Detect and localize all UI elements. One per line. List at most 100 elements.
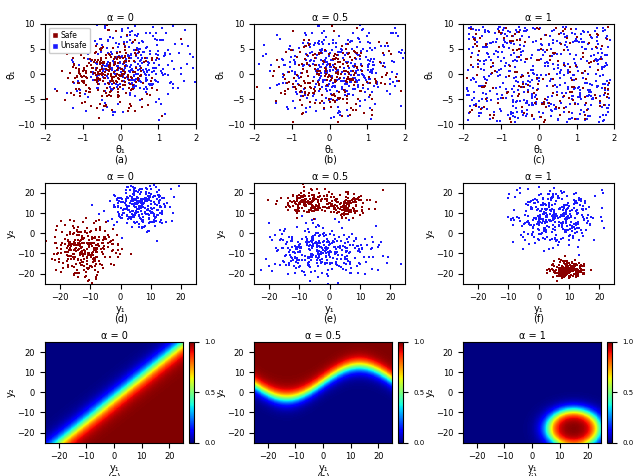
Point bbox=[95, 67, 105, 74]
Point bbox=[313, 273, 323, 281]
Point bbox=[324, 251, 334, 259]
Point bbox=[64, 247, 74, 254]
Point bbox=[480, 82, 490, 90]
Point bbox=[131, 207, 141, 215]
Point bbox=[104, 61, 115, 69]
Point bbox=[131, 200, 141, 208]
Point bbox=[522, 198, 532, 205]
Point bbox=[531, 215, 541, 222]
Point bbox=[321, 254, 331, 261]
Point bbox=[559, 79, 570, 86]
Point bbox=[542, 218, 552, 226]
Point bbox=[349, 71, 359, 79]
Point bbox=[124, 31, 134, 39]
Point bbox=[482, 43, 492, 51]
Point bbox=[281, 251, 291, 259]
Point bbox=[350, 69, 360, 76]
Point bbox=[163, 90, 173, 98]
Point bbox=[304, 200, 314, 208]
Point bbox=[477, 95, 487, 103]
Point bbox=[376, 79, 386, 87]
Point bbox=[120, 68, 130, 75]
Point bbox=[333, 109, 344, 117]
Point bbox=[291, 77, 301, 85]
Point bbox=[140, 70, 150, 78]
Point bbox=[356, 196, 366, 203]
X-axis label: y₁: y₁ bbox=[324, 304, 335, 314]
Point bbox=[77, 235, 87, 243]
Point bbox=[310, 268, 321, 275]
Point bbox=[574, 251, 584, 258]
Point bbox=[125, 31, 135, 39]
Point bbox=[498, 42, 508, 50]
Point bbox=[314, 222, 324, 230]
Point bbox=[597, 56, 607, 63]
Point bbox=[129, 210, 140, 218]
Point bbox=[310, 97, 321, 104]
Point bbox=[272, 198, 282, 205]
Point bbox=[136, 60, 147, 67]
Point bbox=[351, 236, 362, 243]
Point bbox=[140, 196, 150, 203]
Point bbox=[486, 39, 496, 47]
Point bbox=[123, 75, 133, 82]
Point bbox=[541, 209, 551, 217]
Point bbox=[97, 248, 107, 256]
Point bbox=[101, 235, 111, 243]
Point bbox=[68, 104, 78, 112]
Point bbox=[79, 246, 89, 254]
Point bbox=[365, 67, 376, 74]
Point bbox=[327, 200, 337, 208]
Point bbox=[99, 77, 109, 84]
Point bbox=[496, 66, 506, 73]
Point bbox=[331, 43, 341, 51]
Point bbox=[116, 72, 127, 80]
Point bbox=[116, 78, 127, 85]
Point bbox=[144, 219, 154, 227]
Point bbox=[104, 60, 115, 68]
Point bbox=[340, 247, 351, 255]
Point bbox=[139, 49, 149, 56]
Point bbox=[349, 195, 359, 202]
Point bbox=[81, 107, 92, 115]
Point bbox=[126, 73, 136, 81]
Point bbox=[92, 248, 102, 256]
Point bbox=[118, 73, 129, 80]
Point bbox=[99, 65, 109, 73]
Point bbox=[306, 268, 316, 276]
Point bbox=[335, 211, 346, 218]
Point bbox=[528, 223, 538, 230]
Point bbox=[356, 47, 366, 55]
Point bbox=[495, 117, 506, 124]
Point bbox=[299, 201, 309, 208]
Point bbox=[568, 266, 579, 273]
Point bbox=[94, 258, 104, 265]
Point bbox=[159, 52, 169, 60]
Point bbox=[65, 228, 76, 236]
Point bbox=[333, 68, 344, 76]
Point bbox=[312, 240, 322, 248]
Point bbox=[548, 273, 559, 281]
Point bbox=[290, 58, 300, 66]
Point bbox=[77, 233, 88, 240]
Point bbox=[351, 76, 361, 84]
Point bbox=[550, 200, 561, 208]
Point bbox=[369, 61, 379, 69]
Point bbox=[136, 223, 147, 231]
Point bbox=[75, 89, 85, 97]
Point bbox=[118, 70, 129, 78]
Point bbox=[562, 205, 572, 213]
Point bbox=[142, 77, 152, 84]
Point bbox=[556, 265, 566, 272]
Point bbox=[322, 61, 332, 69]
Point bbox=[322, 235, 332, 243]
Point bbox=[328, 202, 339, 210]
Point bbox=[466, 62, 476, 69]
Point bbox=[130, 107, 140, 115]
Point bbox=[84, 228, 95, 236]
Point bbox=[337, 69, 347, 76]
Point bbox=[135, 45, 145, 52]
Point bbox=[479, 74, 489, 81]
Point bbox=[343, 58, 353, 66]
Point bbox=[294, 244, 305, 252]
